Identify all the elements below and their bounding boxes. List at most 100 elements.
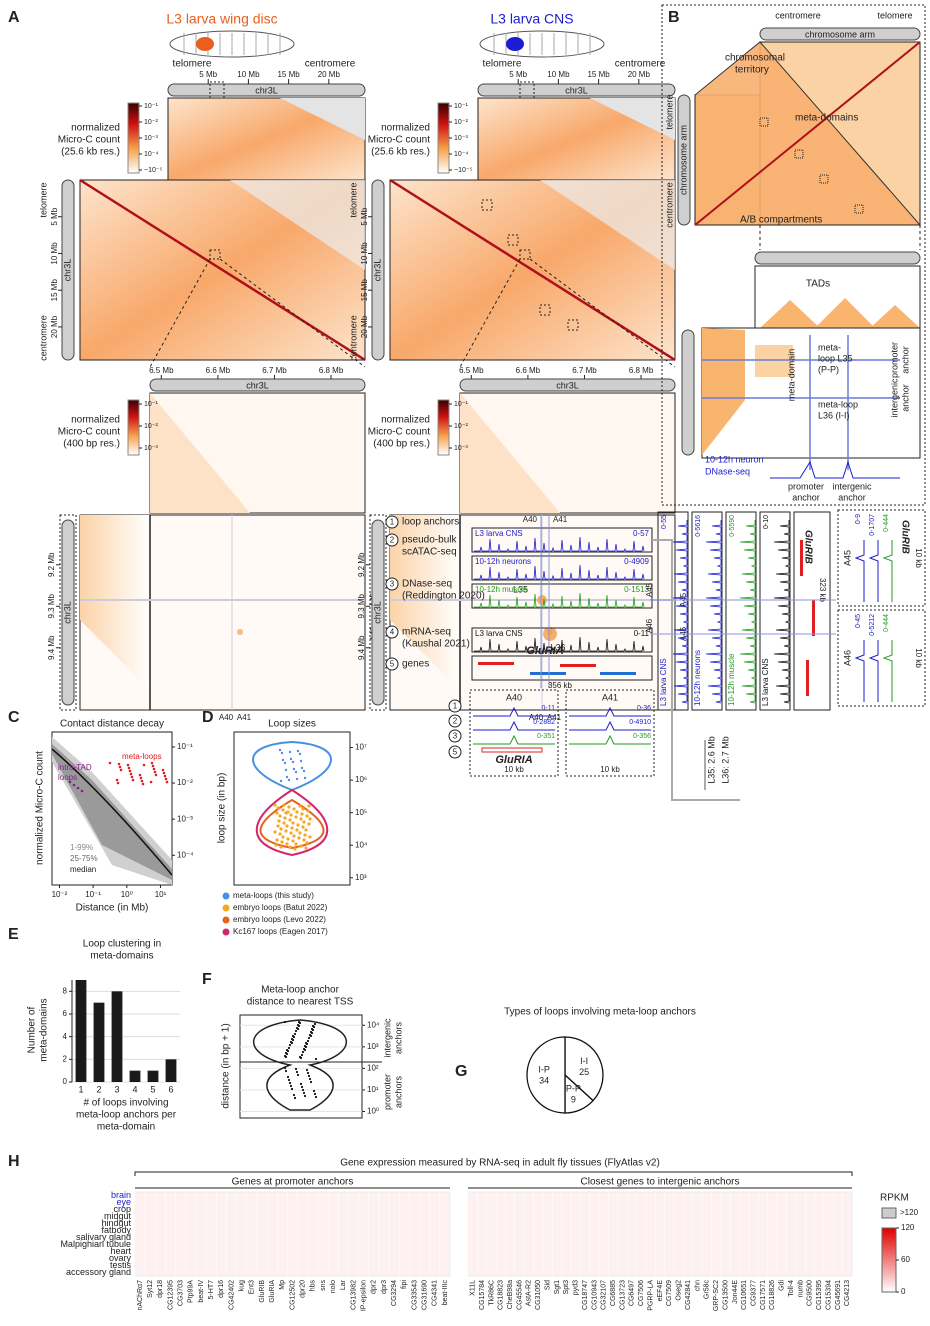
loop-point [286, 776, 288, 778]
loop-point [109, 762, 112, 765]
gene-label: 5-HT7 [208, 1280, 215, 1300]
tick-label: 10⁻³ [144, 445, 158, 452]
loop-point [296, 823, 299, 826]
label: 356 kb [548, 681, 573, 690]
slice-value: 25 [579, 1067, 589, 1077]
legend-label: embryo loops (Levo 2022) [233, 915, 326, 924]
loop-point [301, 825, 304, 828]
anchor-point [293, 1094, 295, 1096]
loop-point [81, 790, 84, 793]
signal-track [884, 640, 892, 702]
label: L35: 2.6 Mb [706, 736, 716, 784]
label: loop size (in bp) [217, 773, 228, 844]
anchor-point [297, 1074, 299, 1076]
label: Distance (in Mb) [76, 903, 149, 914]
loop-point [281, 835, 284, 838]
label: A41 [553, 515, 568, 524]
label: median [70, 865, 96, 874]
colorbar [882, 1228, 896, 1292]
loop-point [307, 804, 310, 807]
gene-model [530, 672, 566, 675]
anchor-point [301, 1054, 303, 1056]
gene-label: kug [239, 1280, 246, 1291]
loop-point [292, 834, 295, 837]
label: loop L35 [818, 353, 853, 363]
label: 5 [453, 748, 458, 757]
loop-point [295, 828, 298, 831]
gene-label: CG32107 [601, 1280, 608, 1310]
tick-label: 10⁻³ [177, 814, 193, 823]
gene-label: CG13982 [350, 1280, 357, 1310]
gene-label: CG6497 [629, 1280, 636, 1306]
gene-label: pyd3 [573, 1280, 580, 1295]
loop-point [154, 771, 157, 774]
loop-point [292, 761, 294, 763]
gene-label: Sid [544, 1280, 551, 1290]
gene-label: CG9377 [751, 1280, 758, 1306]
legend-title: Micro-C count [58, 427, 120, 438]
loop-point [276, 806, 279, 809]
anchor-point [288, 1047, 290, 1049]
signal-track [884, 540, 892, 602]
gene-label: Syt12 [147, 1280, 154, 1298]
tick-label: 20 Mb [360, 315, 369, 338]
loop-point [143, 764, 146, 767]
tick-label: 9.4 Mb [357, 635, 366, 660]
gene-label: Lar [340, 1279, 347, 1290]
legend-title: normalized [381, 415, 430, 426]
loop-point [288, 779, 290, 781]
label: scATAC-seq [402, 547, 457, 558]
heatmap-bg [135, 1192, 450, 1276]
gene-label: CG4213 [844, 1280, 851, 1306]
tick-label: 9.2 Mb [357, 552, 366, 577]
label: >120 [900, 1208, 919, 1217]
larva-organ [196, 37, 214, 51]
tick-label: 10² [367, 1064, 379, 1073]
label: promoter [788, 481, 824, 491]
loop-point [299, 817, 302, 820]
anchor-point [291, 1088, 293, 1090]
label: A40 [219, 713, 234, 722]
label: A45 [842, 550, 852, 566]
tick-label: 15 Mb [587, 70, 610, 79]
loop-point [166, 781, 169, 784]
label: promoter [889, 342, 899, 378]
tick-label: 6.6 Mb [206, 366, 231, 375]
loop-point [278, 832, 281, 835]
label: 0-1707 [869, 514, 876, 536]
label: intra-TAD [58, 763, 92, 772]
loop-point [308, 835, 311, 838]
anchor-point [291, 1038, 293, 1040]
anchor-point [301, 1086, 303, 1088]
loop-point [305, 814, 308, 817]
label: meta-loop [818, 399, 858, 409]
label: Meta-loop anchor [261, 985, 339, 996]
gene-label: Jon44E [732, 1280, 739, 1304]
loop-point [73, 784, 76, 787]
anchor-point [302, 1089, 304, 1091]
gene-label: CG31690 [421, 1280, 428, 1310]
label: 0-4909 [624, 557, 649, 566]
tick-label: 15 Mb [360, 279, 369, 302]
loop-point [282, 803, 285, 806]
plot-frame [234, 732, 350, 885]
anchor-point [300, 1083, 302, 1085]
label: anchor [838, 492, 866, 502]
gene-label: dpr20 [300, 1280, 307, 1298]
anchor-point [309, 1078, 311, 1080]
loop-point [283, 816, 286, 819]
larva-organ [506, 37, 524, 51]
plot-frame [240, 1015, 362, 1118]
loop-point [296, 778, 298, 780]
label: pseudo-bulk [402, 535, 457, 546]
tick-label: 60 [901, 1255, 910, 1264]
chromosome-label: chr3L [62, 259, 72, 282]
label: GluRIB [802, 530, 813, 564]
tick-label: 10⁻⁴ [177, 850, 194, 859]
tick-label: 10⁻¹ [454, 103, 468, 110]
tick-label: 10 Mb [360, 242, 369, 265]
tick-label: 10⁷ [355, 743, 367, 752]
label: Loop clustering in [83, 939, 161, 950]
y-tick-label: 2 [63, 1054, 68, 1063]
gene-label: GluRIA [269, 1280, 276, 1303]
